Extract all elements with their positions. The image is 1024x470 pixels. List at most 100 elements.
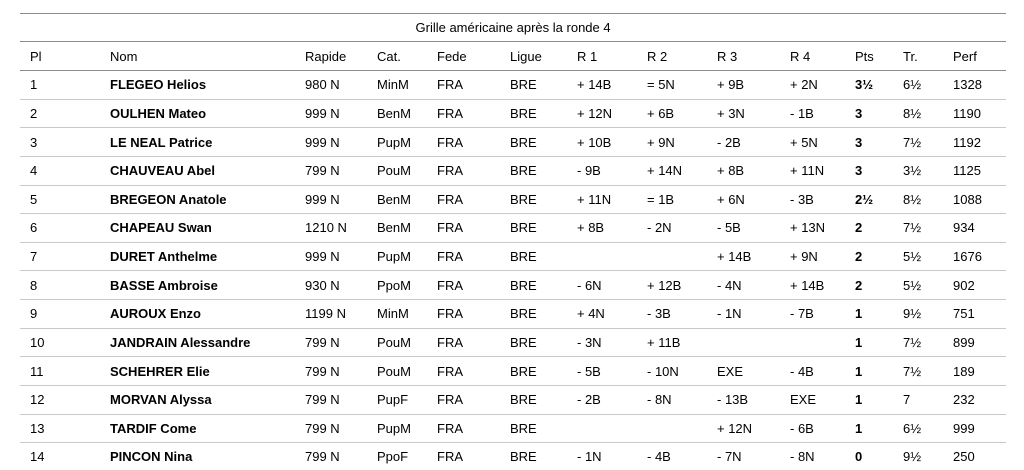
cell-cat: PpoM [367, 270, 427, 300]
cell-r4: + 14B [780, 270, 845, 300]
column-header-r2: R 2 [637, 41, 707, 71]
cell-fede: FRA [427, 213, 500, 243]
cell-perf: 232 [943, 385, 1007, 415]
cell-ligue: BRE [500, 127, 567, 157]
column-header-pts: Pts [845, 41, 893, 71]
cell-ligue: BRE [500, 242, 567, 272]
cell-pts: 3½ [845, 70, 893, 100]
cell-pl: 13 [20, 414, 100, 444]
cell-pl: 11 [20, 356, 100, 386]
cell-ligue: BRE [500, 356, 567, 386]
cell-nom: BASSE Ambroise [100, 270, 295, 300]
table-title: Grille américaine après la ronde 4 [20, 13, 1007, 42]
cell-r3: + 6N [707, 185, 780, 215]
cell-perf: 1328 [943, 70, 1007, 100]
cell-pl: 3 [20, 127, 100, 157]
cell-pts: 1 [845, 414, 893, 444]
cell-cat: MinM [367, 299, 427, 329]
cell-fede: FRA [427, 270, 500, 300]
table-row: 13 TARDIF Come 799 N PupM FRA BRE + 12N - 6B 1 6½… [20, 414, 1007, 444]
cell-r3: - 1N [707, 299, 780, 329]
cell-ligue: BRE [500, 328, 567, 358]
cell-fede: FRA [427, 127, 500, 157]
cell-r2: + 11B [637, 328, 707, 358]
cell-fede: FRA [427, 299, 500, 329]
table-row: 7 DURET Anthelme 999 N PupM FRA BRE + 14B + 9N 2… [20, 242, 1007, 272]
cell-r4: - 3B [780, 185, 845, 215]
cell-r4: + 5N [780, 127, 845, 157]
cell-pts: 2½ [845, 185, 893, 215]
cell-rapide: 999 N [295, 127, 367, 157]
cell-r1: - 9B [567, 156, 637, 186]
cell-rapide: 799 N [295, 328, 367, 358]
cell-rapide: 799 N [295, 442, 367, 470]
cell-tr: 7½ [893, 213, 943, 243]
cell-r2: + 12B [637, 270, 707, 300]
column-header-cat: Cat. [367, 41, 427, 71]
cell-ligue: BRE [500, 414, 567, 444]
cell-nom: LE NEAL Patrice [100, 127, 295, 157]
column-header-r1: R 1 [567, 41, 637, 71]
cell-pts: 1 [845, 356, 893, 386]
cell-ligue: BRE [500, 213, 567, 243]
cell-cat: PupM [367, 127, 427, 157]
cell-ligue: BRE [500, 156, 567, 186]
table-row: 8 BASSE Ambroise 930 N PpoM FRA BRE - 6N + 12B -… [20, 270, 1007, 300]
cell-rapide: 980 N [295, 70, 367, 100]
cell-pts: 3 [845, 127, 893, 157]
column-header-rapide: Rapide [295, 41, 367, 71]
table-row: 2 OULHEN Mateo 999 N BenM FRA BRE + 12N + 6B + 3… [20, 99, 1007, 129]
cell-perf: 934 [943, 213, 1007, 243]
cell-nom: AUROUX Enzo [100, 299, 295, 329]
cell-r2: + 6B [637, 99, 707, 129]
cell-ligue: BRE [500, 185, 567, 215]
table-body: 1 FLEGEO Helios 980 N MinM FRA BRE + 14B = 5N + … [20, 70, 1007, 470]
cell-nom: FLEGEO Helios [100, 70, 295, 100]
cell-tr: 6½ [893, 70, 943, 100]
cell-r2: - 3B [637, 299, 707, 329]
cell-fede: FRA [427, 99, 500, 129]
cell-pts: 0 [845, 442, 893, 470]
cell-nom: JANDRAIN Alessandre [100, 328, 295, 358]
cell-cat: PpoF [367, 442, 427, 470]
cell-pts: 2 [845, 242, 893, 272]
cell-r4: + 9N [780, 242, 845, 272]
cell-cat: PouM [367, 328, 427, 358]
cell-r2: + 14N [637, 156, 707, 186]
cell-pts: 1 [845, 299, 893, 329]
cell-pl: 1 [20, 70, 100, 100]
column-header-pl: Pl [20, 41, 100, 71]
cell-cat: PupM [367, 242, 427, 272]
cell-cat: BenM [367, 213, 427, 243]
cell-fede: FRA [427, 242, 500, 272]
cell-r1: + 10B [567, 127, 637, 157]
cell-ligue: BRE [500, 299, 567, 329]
cell-cat: PouM [367, 356, 427, 386]
cell-tr: 8½ [893, 99, 943, 129]
cell-r4: - 6B [780, 414, 845, 444]
table-row: 14 PINCON Nina 799 N PpoF FRA BRE - 1N - 4B - 7N… [20, 442, 1007, 470]
cell-ligue: BRE [500, 70, 567, 100]
cell-perf: 1190 [943, 99, 1007, 129]
cell-fede: FRA [427, 328, 500, 358]
cell-perf: 1125 [943, 156, 1007, 186]
cell-r2: - 2N [637, 213, 707, 243]
cell-r3 [707, 328, 780, 358]
cell-pl: 4 [20, 156, 100, 186]
cell-r2 [637, 414, 707, 444]
cell-rapide: 930 N [295, 270, 367, 300]
table-row: 10 JANDRAIN Alessandre 799 N PouM FRA BRE - 3N… [20, 328, 1007, 358]
cell-rapide: 799 N [295, 156, 367, 186]
cell-pl: 2 [20, 99, 100, 129]
column-header-r3: R 3 [707, 41, 780, 71]
table-row: 11 SCHEHRER Elie 799 N PouM FRA BRE - 5B - 10N E… [20, 356, 1007, 386]
cell-r1: - 6N [567, 270, 637, 300]
cell-r1: + 14B [567, 70, 637, 100]
cell-rapide: 999 N [295, 99, 367, 129]
cell-cat: PouM [367, 156, 427, 186]
cell-r3: EXE [707, 356, 780, 386]
cell-cat: PupF [367, 385, 427, 415]
cell-rapide: 799 N [295, 356, 367, 386]
cell-pts: 3 [845, 156, 893, 186]
cell-pl: 8 [20, 270, 100, 300]
